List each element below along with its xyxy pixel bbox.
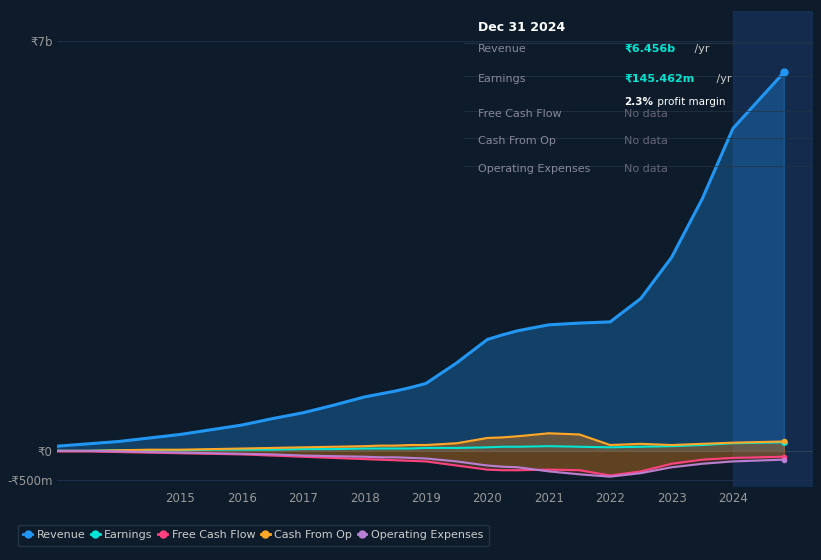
Text: Cash From Op: Cash From Op xyxy=(478,136,556,146)
Text: /yr: /yr xyxy=(690,44,709,54)
Text: Revenue: Revenue xyxy=(478,44,526,54)
Text: No data: No data xyxy=(624,136,668,146)
Text: Earnings: Earnings xyxy=(478,74,526,84)
Text: No data: No data xyxy=(624,109,668,119)
Text: ₹6.456b: ₹6.456b xyxy=(624,44,676,54)
Legend: Revenue, Earnings, Free Cash Flow, Cash From Op, Operating Expenses: Revenue, Earnings, Free Cash Flow, Cash … xyxy=(18,525,488,546)
Bar xyxy=(733,11,813,487)
Text: profit margin: profit margin xyxy=(654,96,726,106)
Text: 2.3%: 2.3% xyxy=(624,96,654,106)
Text: ₹145.462m: ₹145.462m xyxy=(624,74,695,84)
Text: No data: No data xyxy=(624,164,668,174)
Text: Dec 31 2024: Dec 31 2024 xyxy=(478,21,565,34)
Text: Operating Expenses: Operating Expenses xyxy=(478,164,590,174)
Text: /yr: /yr xyxy=(713,74,732,84)
Text: Free Cash Flow: Free Cash Flow xyxy=(478,109,562,119)
